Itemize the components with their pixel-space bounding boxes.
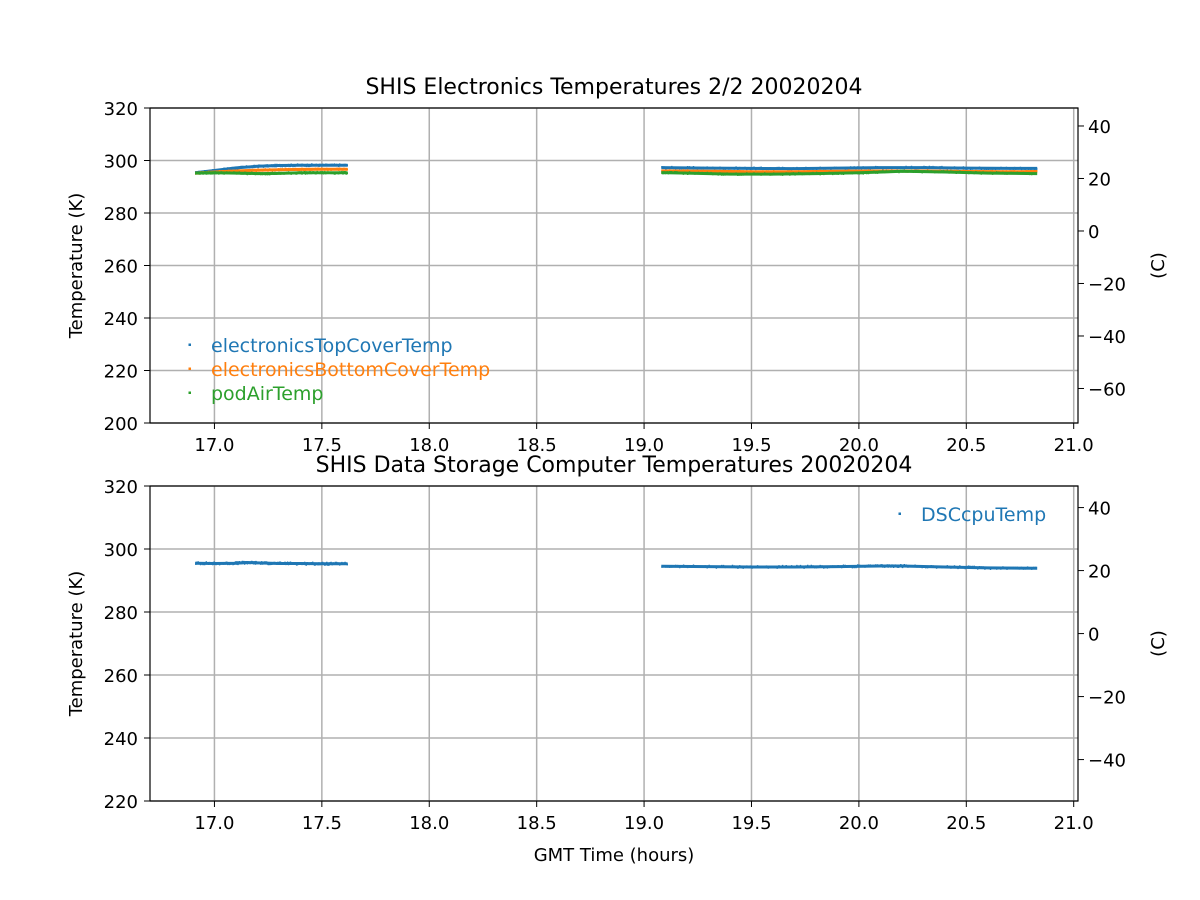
series-points [195,560,348,566]
y2-tick-label: 20 [1088,562,1111,583]
x-tick-label: 17.5 [302,813,342,834]
data-storage-computer-temperatures-panel: 17.0 17.5 18.0 18.5 19.0 19.5 20.0 20.5 21.0 220 2… [66,453,1169,866]
x-tick-label: 17.0 [194,813,234,834]
y-tick-label: 260 [104,257,138,278]
y-tick-label: 200 [104,414,138,435]
legend-label: podAirTemp [211,383,323,405]
y2-tick-label: −20 [1088,688,1126,709]
axis-ticks: 17.0 17.5 18.0 18.5 19.0 19.5 20.0 20.5 21.0 220 2… [104,477,1126,834]
y-tick-label: 280 [104,204,138,225]
x-tick-label: 19.0 [624,435,664,456]
x-tick-label: 20.5 [946,435,986,456]
y-tick-label: 240 [104,729,138,750]
series-points [661,564,1037,570]
legend-label: DSCcpuTemp [921,504,1046,526]
x-tick-label: 19.5 [731,435,771,456]
plot-area [195,560,1038,570]
axes-frame [149,485,1079,802]
x-tick-label: 19.5 [731,813,771,834]
y-tick-label: 300 [104,152,138,173]
y-axis-label: Temperature (K) [66,571,87,718]
y-tick-label: 280 [104,603,138,624]
y-tick-label: 320 [104,477,138,498]
legend-label: electronicsTopCoverTemp [211,335,453,357]
legend-marker [188,367,191,370]
y-tick-label: 220 [104,362,138,383]
legend: electronicsTopCoverTempelectronicsBottom… [188,335,490,405]
chart-title: SHIS Electronics Temperatures 2/2 200202… [365,75,862,100]
x-tick-label: 20.5 [946,813,986,834]
x-tick-label: 17.0 [194,435,234,456]
series-podAirTemp [195,169,1038,176]
y2-tick-label: 40 [1088,499,1111,520]
y-tick-label: 240 [104,309,138,330]
x-tick-label: 20.0 [839,435,879,456]
series-points [661,165,1038,171]
secondary-y-axis-label: (C) [1148,252,1169,279]
y2-tick-label: 0 [1088,625,1099,646]
x-tick-label: 18.5 [517,813,557,834]
x-tick-label: 21.0 [1054,813,1094,834]
x-tick-label: 18.0 [409,813,449,834]
plot-area [194,163,1038,176]
y2-tick-label: 20 [1088,169,1111,190]
y-tick-label: 320 [104,99,138,120]
x-tick-label: 17.5 [302,435,342,456]
series-points [195,170,348,176]
y-tick-label: 220 [104,792,138,813]
y2-tick-label: 40 [1088,117,1111,138]
series-DSCcpuTemp [195,560,1038,570]
legend-marker [188,391,191,394]
series-points [661,169,1037,176]
y2-tick-label: −40 [1088,327,1126,348]
y-tick-label: 260 [104,666,138,687]
y-tick-label: 300 [104,540,138,561]
x-tick-label: 19.0 [624,813,664,834]
x-tick-label: 18.0 [409,435,449,456]
legend-marker [188,343,191,346]
secondary-y-axis-label: (C) [1148,630,1169,657]
y2-tick-label: −20 [1088,274,1126,295]
y2-tick-label: −60 [1088,379,1126,400]
x-tick-label: 18.5 [517,435,557,456]
chart-title: SHIS Data Storage Computer Temperatures … [316,453,913,478]
legend-marker [898,512,901,515]
axis-ticks: 17.0 17.5 18.0 18.5 19.0 19.5 20.0 20.5 21.02002… [104,99,1126,456]
y-axis-label: Temperature (K) [66,193,87,340]
x-tick-label: 21.0 [1054,435,1094,456]
y2-tick-label: −40 [1088,751,1126,772]
y2-tick-label: 0 [1088,222,1099,243]
electronics-temperatures-panel: 17.0 17.5 18.0 18.5 19.0 19.5 20.0 20.5 21.02002… [66,75,1169,456]
legend-label: electronicsBottomCoverTemp [211,359,490,381]
legend: DSCcpuTemp [898,504,1046,526]
x-axis-label: GMT Time (hours) [534,845,695,866]
x-tick-label: 20.0 [839,813,879,834]
